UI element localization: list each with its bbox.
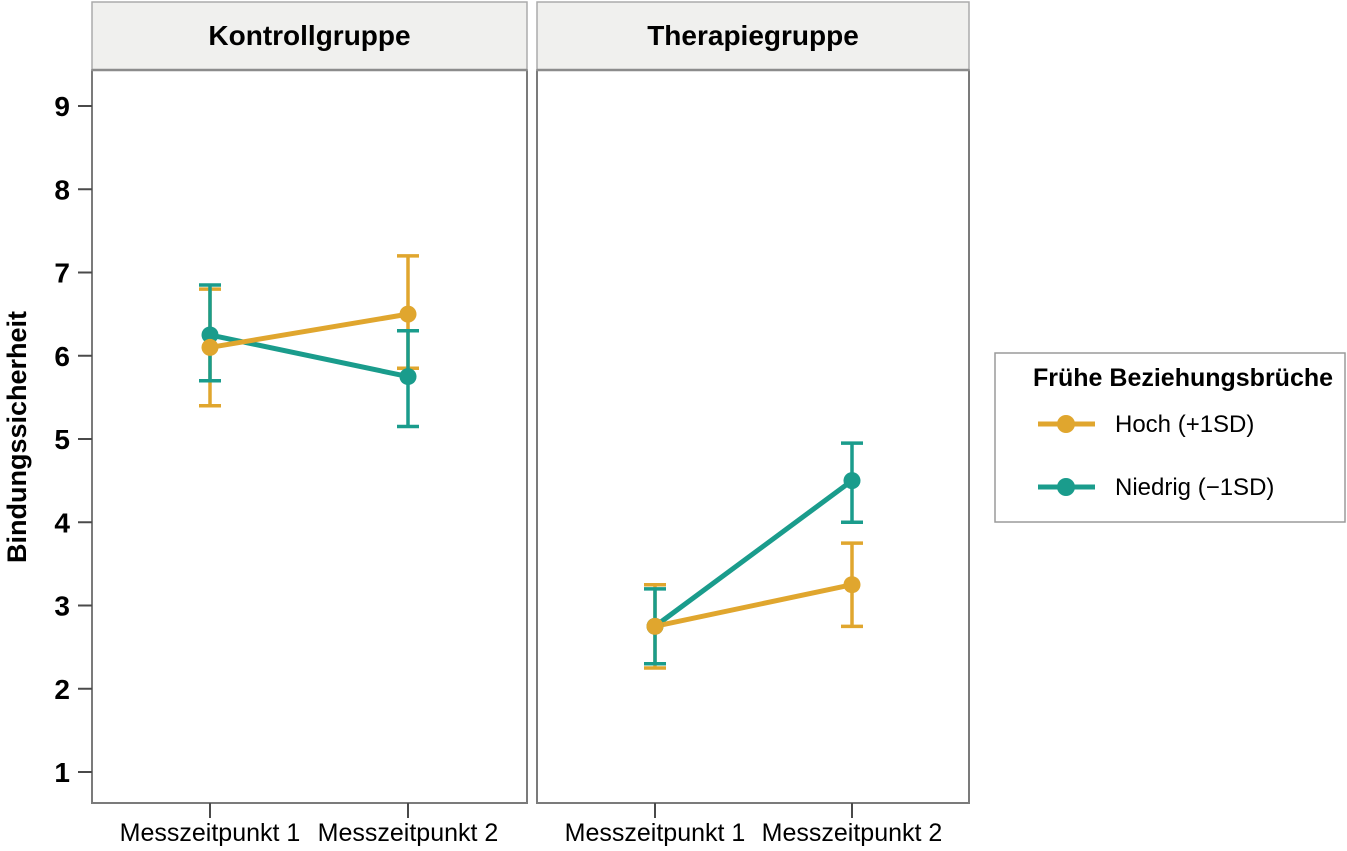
data-point-niedrig [399, 368, 417, 386]
legend-label: Hoch (+1SD) [1115, 411, 1254, 438]
data-point-hoch [201, 338, 219, 356]
y-tick-label: 5 [54, 424, 70, 455]
legend-swatch-point [1057, 415, 1075, 433]
y-tick-label: 9 [54, 91, 70, 122]
y-tick-label: 4 [54, 507, 70, 538]
series-line-niedrig [652, 478, 855, 629]
data-point-hoch [646, 617, 664, 635]
data-point-hoch [399, 305, 417, 323]
plot-area [91, 69, 528, 804]
y-tick-label: 3 [54, 591, 70, 622]
y-tick-label: 1 [54, 757, 70, 788]
x-axis-panel-0: Messzeitpunkt 1 Messzeitpunkt 2 [120, 803, 499, 847]
x-tick-label: Messzeitpunkt 1 [565, 819, 746, 847]
data-point-hoch [843, 576, 861, 594]
panel-title: Kontrollgruppe [208, 20, 410, 51]
legend-box [994, 352, 1346, 523]
legend-label: Niedrig (−1SD) [1115, 474, 1274, 501]
legend: Frühe Beziehungsbrüche Hoch (+1SD) Niedrig… [994, 352, 1346, 523]
x-tick-label: Messzeitpunkt 1 [120, 819, 301, 847]
x-tick-label: Messzeitpunkt 2 [318, 819, 499, 847]
x-tick-label: Messzeitpunkt 2 [762, 819, 943, 847]
plot-area [536, 69, 970, 804]
y-axis: 1 2 3 4 5 6 7 8 9 Bindungssicherheit [2, 91, 92, 788]
series-line-hoch [652, 582, 855, 629]
data-point-niedrig [843, 472, 861, 490]
panel-therapiegruppe: Therapiegruppe [536, 1, 970, 804]
legend-swatch-point [1057, 478, 1075, 496]
y-tick-label: 6 [54, 341, 70, 372]
y-axis-title: Bindungssicherheit [2, 311, 32, 563]
panel-header [91, 1, 528, 71]
panel-kontrollgruppe: Kontrollgruppe [91, 1, 528, 804]
facet-data-0 [199, 254, 419, 429]
facet-data-1 [644, 441, 863, 670]
legend-title: Frühe Beziehungsbrüche [1033, 364, 1333, 392]
y-tick-label: 2 [54, 674, 70, 705]
data-point-niedrig [201, 326, 219, 344]
panel-title: Therapiegruppe [647, 20, 859, 51]
x-axis-panel-1: Messzeitpunkt 1 Messzeitpunkt 2 [565, 803, 943, 847]
y-tick-label: 7 [54, 258, 70, 289]
y-tick-label: 8 [54, 174, 70, 205]
series-line-hoch [207, 311, 411, 350]
